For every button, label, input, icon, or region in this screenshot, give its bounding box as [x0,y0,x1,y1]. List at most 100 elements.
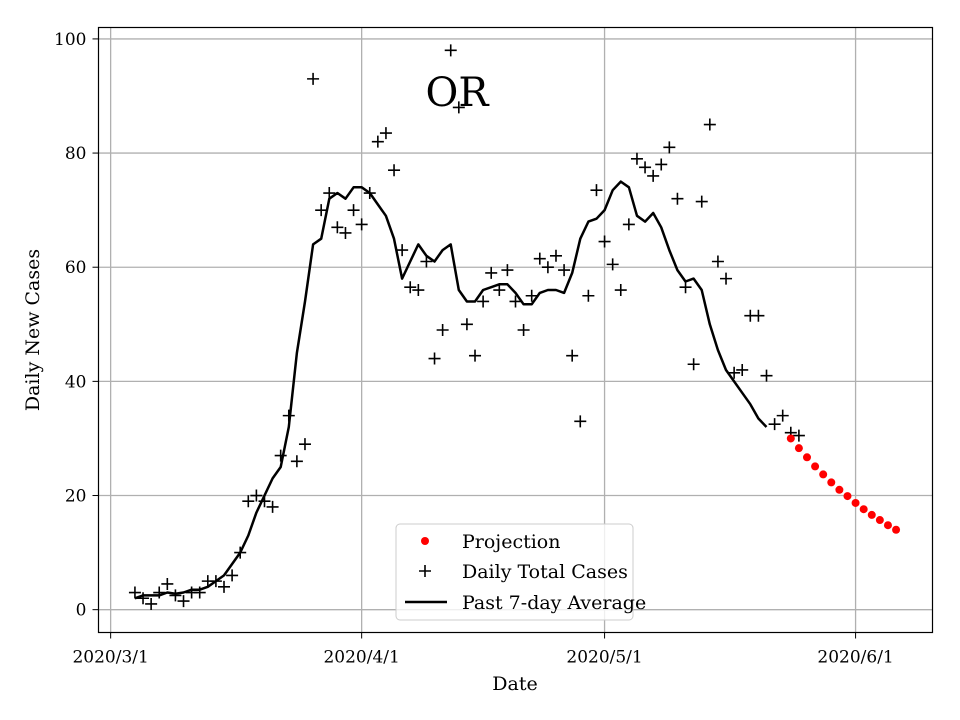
legend-projection-label: Projection [462,531,560,553]
daily-case-point [234,546,247,559]
projection-point [827,478,836,487]
daily-case-point [711,255,724,268]
daily-case-point [752,309,765,322]
daily-case-point [226,569,239,582]
y-tick-label: 100 [54,30,86,50]
projection-point [892,525,901,534]
daily-case-point [460,318,473,331]
daily-case-point [517,324,530,336]
daily-case-point [736,363,749,376]
daily-case-point [209,575,222,588]
daily-case-point [315,204,328,217]
daily-case-point [647,169,660,182]
daily-case-point [590,184,603,197]
daily-case-point [501,264,514,277]
x-tick-label: 2020/4/1 [323,648,399,668]
daily-case-point [250,489,263,502]
daily-case-point [574,415,587,428]
y-tick-label: 40 [65,372,87,392]
daily-case-point [347,204,360,217]
daily-case-point [582,289,595,302]
x-tick-label: 2020/3/1 [72,648,148,668]
daily-case-point [355,218,368,231]
daily-case-point [695,195,708,208]
daily-case-point [639,161,652,174]
daily-case-point [218,580,231,593]
daily-case-point [258,495,271,508]
legend-box [395,523,634,621]
projection-point [843,492,852,501]
daily-case-point [363,187,376,200]
projection-point [851,498,860,507]
daily-case-point [493,284,506,297]
daily-case-point [137,592,150,605]
daily-case-point [566,349,579,362]
daily-case-point [485,266,498,279]
projection-point [786,434,795,443]
legend-projection-marker [421,537,429,545]
projection-point [811,462,820,471]
daily-case-point [193,586,206,599]
state-label: OR [426,70,491,116]
daily-case-point [444,44,457,57]
daily-case-point [282,409,295,422]
daily-case-point [477,295,490,308]
projection-point [802,453,811,462]
daily-case-point [760,369,773,382]
daily-case-point [671,192,684,205]
legend-daily-marker [419,565,431,577]
daily-case-point [720,272,733,285]
projection-point [819,470,828,479]
daily-case-point [274,449,287,462]
daily-case-point [266,500,279,513]
y-tick-label: 60 [65,258,87,278]
daily-case-point [776,409,789,422]
daily-case-point [598,235,611,248]
daily-case-point [307,72,320,85]
daily-case-point [420,255,433,268]
daily-case-point [533,252,546,265]
daily-case-point [161,577,174,590]
daily-case-point [428,352,441,365]
daily-case-point [728,366,741,379]
daily-case-point [169,589,182,602]
daily-case-point [242,495,255,508]
daily-case-point [655,158,668,171]
daily-case-point [452,101,465,114]
daily-case-point [331,221,344,234]
daily-case-point [371,135,384,148]
daily-case-point [323,187,336,200]
y-tick-label: 80 [65,144,87,164]
daily-case-point [436,324,449,336]
y-tick-label: 0 [76,601,87,621]
daily-case-point [558,264,571,277]
daily-case-point [379,127,392,140]
daily-case-point [469,349,482,362]
projection-point [875,516,884,525]
legend-daily-label: Daily Total Cases [462,561,628,583]
daily-case-point [622,218,635,231]
projection-point [883,521,892,530]
daily-case-point [630,152,643,165]
daily-case-point [404,281,417,294]
daily-case-point [768,418,781,431]
x-tick-label: 2020/5/1 [566,648,642,668]
daily-case-point [412,284,425,297]
projection-point [835,485,844,494]
daily-case-point [128,586,141,599]
legend: Projection Daily Total Cases Past 7-day … [395,523,646,621]
daily-case-point [290,455,303,468]
daily-case-point [792,429,805,442]
projection-point [867,510,876,519]
daily-case-point [703,118,716,131]
daily-case-point [663,141,676,154]
plot-series [128,44,901,610]
daily-case-point [687,358,700,371]
axis-ticks: 2020/3/1 2020/4/1 2020/5/1 2020/6/1 0 20 40 60 8… [54,30,894,668]
y-axis-label: Daily New Cases [22,249,44,411]
projection-point [794,444,803,453]
daily-case-point [541,261,554,274]
daily-case-point [153,586,166,599]
plot-frame [97,26,934,634]
